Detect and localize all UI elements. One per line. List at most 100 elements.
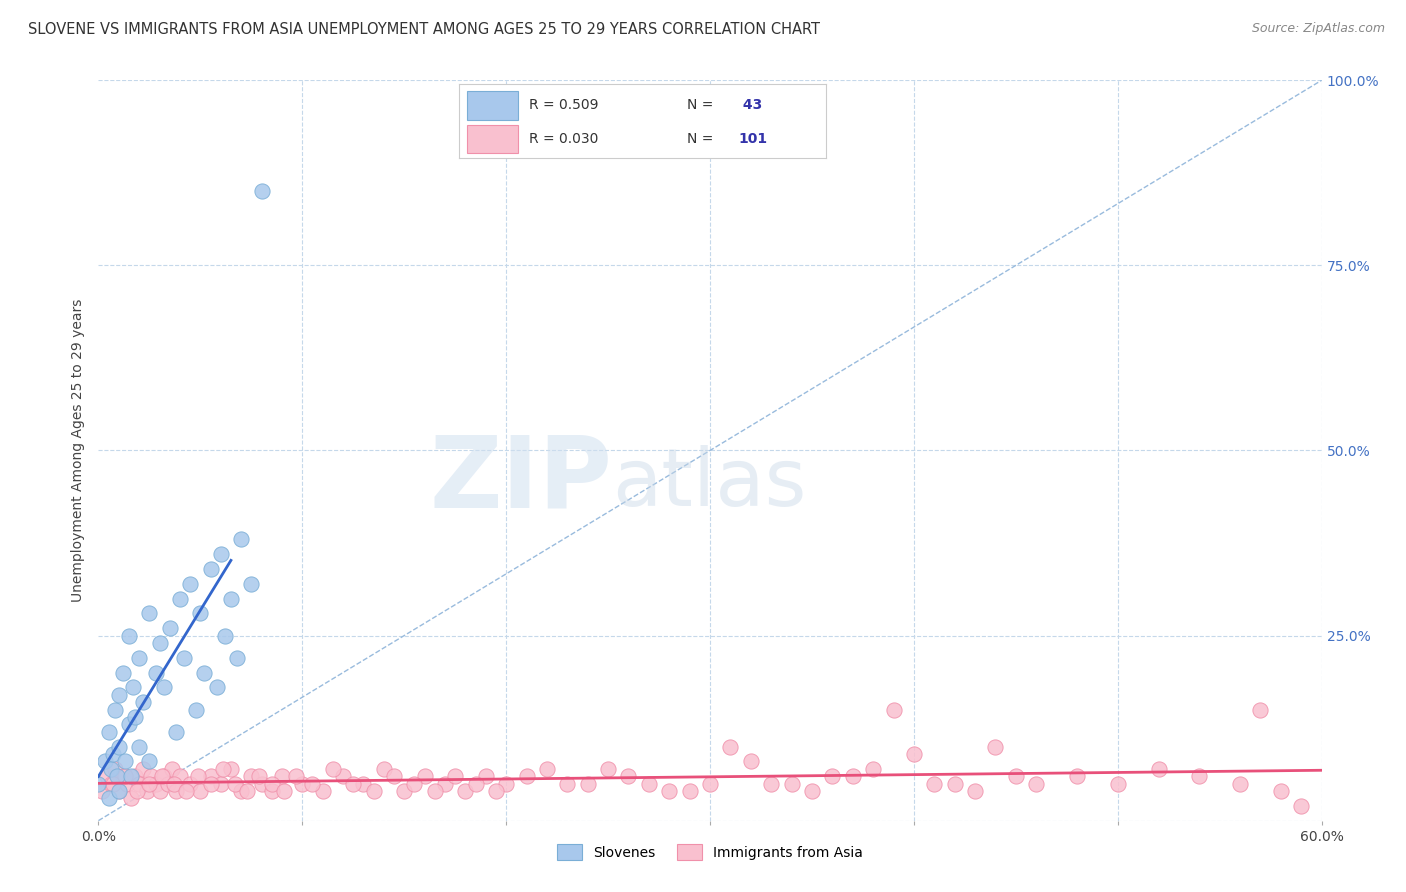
Point <box>93 755 115 769</box>
Point <box>209 776 232 791</box>
Point <box>434 776 457 791</box>
Point <box>128 650 150 665</box>
Point <box>165 784 187 798</box>
Point <box>679 784 702 798</box>
Point <box>260 776 283 791</box>
Point <box>132 762 155 776</box>
Point <box>120 769 142 783</box>
Y-axis label: Unemployment Among Ages 25 to 29 years: Unemployment Among Ages 25 to 29 years <box>72 299 86 602</box>
Point <box>720 739 742 754</box>
Point <box>145 776 167 791</box>
Point <box>270 769 294 783</box>
Point <box>188 607 212 621</box>
Point <box>173 650 195 665</box>
Point <box>922 776 945 791</box>
Point <box>332 769 354 783</box>
Point <box>87 776 110 791</box>
Point <box>159 621 181 635</box>
Point <box>124 710 146 724</box>
Point <box>965 784 987 798</box>
Point <box>163 776 186 791</box>
Point <box>883 703 905 717</box>
Point <box>188 784 212 798</box>
Point <box>249 769 271 783</box>
Point <box>214 629 236 643</box>
Point <box>984 739 1007 754</box>
Point <box>382 769 405 783</box>
Point <box>1270 784 1292 798</box>
Point <box>105 769 128 783</box>
Point <box>108 739 131 754</box>
Point <box>100 776 122 791</box>
Point <box>156 776 179 791</box>
Point <box>821 769 844 783</box>
Point <box>169 769 191 783</box>
Point <box>122 681 145 695</box>
Point <box>1291 798 1313 813</box>
Point <box>211 762 233 776</box>
Point <box>219 762 242 776</box>
Point <box>1066 769 1088 783</box>
Point <box>1249 703 1271 717</box>
Point <box>236 784 259 798</box>
Point <box>454 784 477 798</box>
Point <box>193 665 215 680</box>
Point <box>224 776 246 791</box>
Point <box>114 769 136 783</box>
Point <box>536 762 558 776</box>
Point <box>200 776 222 791</box>
Point <box>108 688 131 702</box>
Point <box>780 776 803 791</box>
Point <box>1147 762 1170 776</box>
Point <box>138 607 160 621</box>
Point <box>1188 769 1211 783</box>
Point <box>801 784 824 798</box>
Point <box>101 776 124 791</box>
Point <box>97 724 120 739</box>
Point <box>273 784 295 798</box>
Point <box>285 769 308 783</box>
Legend: Slovenes, Immigrants from Asia: Slovenes, Immigrants from Asia <box>553 838 868 865</box>
Point <box>108 784 131 798</box>
Point <box>250 776 273 791</box>
Point <box>108 784 131 798</box>
Point <box>423 784 446 798</box>
Point <box>179 776 201 791</box>
Point <box>301 776 323 791</box>
Point <box>120 791 142 805</box>
Point <box>617 769 640 783</box>
Point <box>598 762 620 776</box>
Point <box>557 776 579 791</box>
Point <box>118 629 141 643</box>
Point <box>291 776 314 791</box>
Point <box>145 665 167 680</box>
Point <box>149 784 172 798</box>
Point <box>312 784 335 798</box>
Point <box>219 591 242 606</box>
Point <box>187 769 209 783</box>
Point <box>1229 776 1251 791</box>
Point <box>115 776 138 791</box>
Point <box>209 547 232 561</box>
Point <box>516 769 538 783</box>
Point <box>150 769 173 783</box>
Point <box>114 755 136 769</box>
Point <box>111 665 134 680</box>
Point <box>495 776 517 791</box>
Point <box>322 762 344 776</box>
Point <box>1025 776 1047 791</box>
Point <box>128 776 150 791</box>
Point <box>342 776 364 791</box>
Point <box>464 776 486 791</box>
Point <box>165 724 187 739</box>
Point <box>260 784 283 798</box>
Point <box>141 769 163 783</box>
Point <box>138 776 160 791</box>
Point <box>250 185 273 199</box>
Point <box>200 769 222 783</box>
Point <box>903 747 925 761</box>
Point <box>740 755 762 769</box>
Point <box>205 681 228 695</box>
Point <box>101 747 124 761</box>
Point <box>1004 769 1026 783</box>
